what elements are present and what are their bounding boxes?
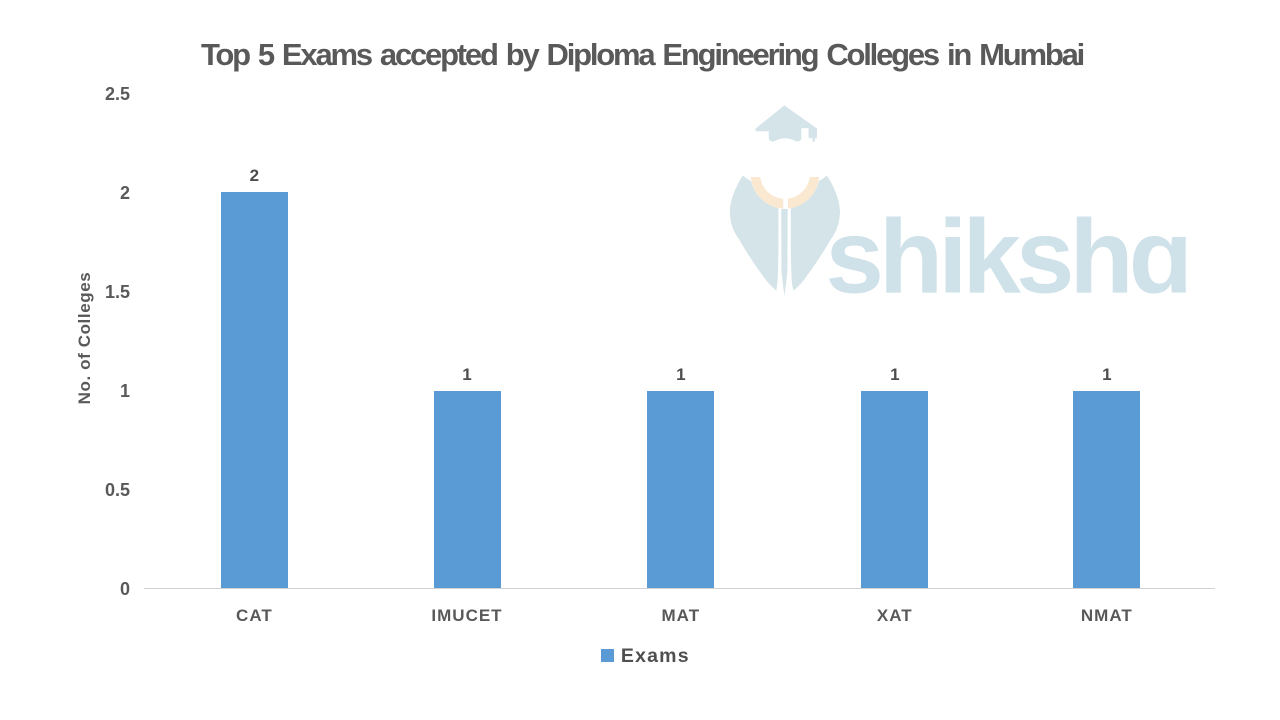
svg-text:shikshɑ: shikshɑ (826, 199, 1188, 316)
